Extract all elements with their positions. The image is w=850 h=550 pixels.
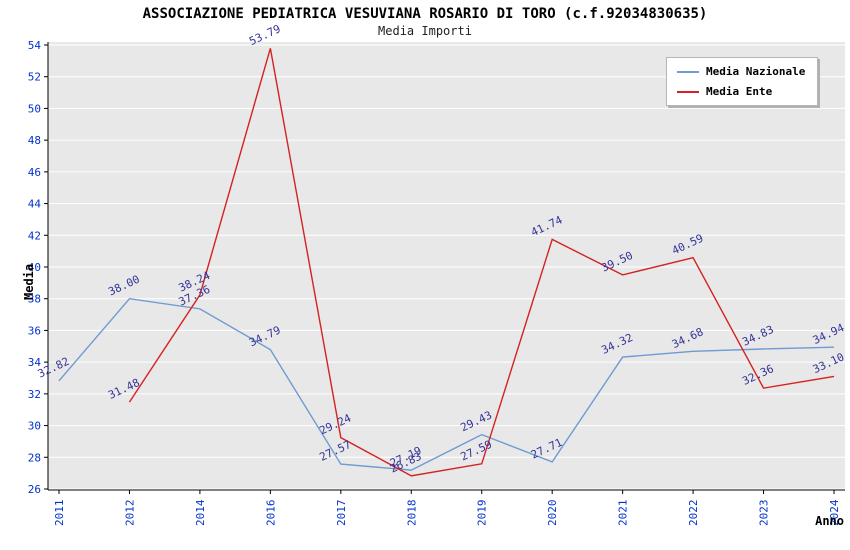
- x-tick-label: 2021: [617, 500, 630, 527]
- x-tick-label: 2016: [264, 500, 277, 527]
- y-axis-title: Media: [22, 263, 36, 300]
- x-tick-label: 2012: [123, 500, 136, 527]
- legend-item-ente: Media Ente: [677, 85, 805, 98]
- y-tick-label: 40: [28, 261, 41, 274]
- y-tick-label: 28: [28, 451, 41, 464]
- legend-item-nazionale: Media Nazionale: [677, 65, 805, 78]
- y-tick-label: 46: [28, 166, 41, 179]
- series-line: [128, 48, 835, 477]
- y-tick-label: 42: [28, 229, 41, 242]
- x-tick-label: 2022: [687, 500, 700, 527]
- x-tick-label: 2020: [546, 500, 559, 527]
- x-tick-label: 2024: [828, 499, 841, 526]
- plot-background: [48, 42, 845, 490]
- y-tick-label: 32: [28, 388, 41, 401]
- y-tick-label: 48: [28, 134, 41, 147]
- series-line: [58, 297, 835, 471]
- legend-line-nazionale-icon: [677, 70, 699, 73]
- x-tick-label: 2014: [194, 499, 207, 526]
- y-tick-label: 30: [28, 420, 41, 433]
- y-tick-label: 50: [28, 102, 41, 115]
- x-tick-label: 2023: [758, 500, 771, 527]
- y-tick-label: 36: [28, 324, 41, 337]
- y-tick-label: 26: [28, 483, 41, 496]
- legend: Media Nazionale Media Ente: [666, 57, 819, 106]
- y-tick-label: 52: [28, 71, 41, 84]
- y-tick-label: 34: [28, 356, 42, 369]
- x-tick-label: 2018: [405, 500, 418, 527]
- x-tick-label: 2019: [476, 500, 489, 527]
- x-tick-label: 2017: [335, 500, 348, 527]
- y-tick-label: 44: [28, 198, 42, 211]
- x-axis-title: Anno: [815, 514, 844, 528]
- legend-line-ente-icon: [677, 90, 699, 93]
- chart-title: ASSOCIAZIONE PEDIATRICA VESUVIANA ROSARI…: [142, 6, 708, 22]
- legend-label-nazionale: Media Nazionale: [706, 65, 806, 78]
- chart-subtitle: Media Importi: [378, 24, 472, 38]
- y-tick-label: 54: [28, 39, 42, 52]
- legend-label-ente: Media Ente: [706, 85, 773, 98]
- x-tick-label: 2011: [53, 500, 66, 527]
- y-tick-label: 38: [28, 293, 41, 306]
